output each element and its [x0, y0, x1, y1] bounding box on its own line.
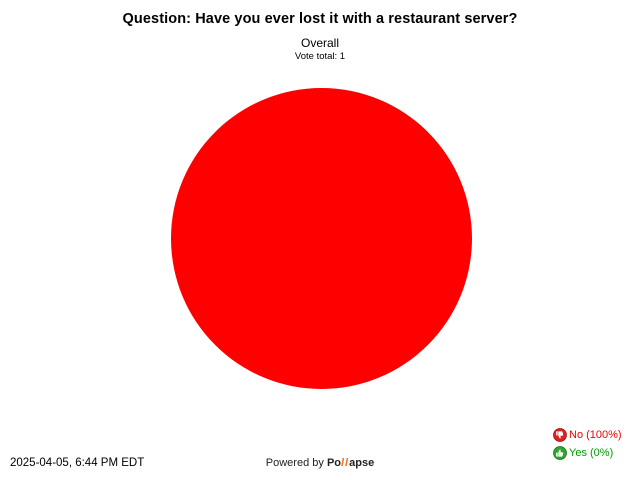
legend-label-no: No (100%): [569, 429, 622, 441]
chart-title: Question: Have you ever lost it with a r…: [122, 11, 518, 27]
legend-item-yes: Yes (0%): [553, 444, 622, 462]
pie-chart: [171, 88, 472, 389]
brand-logo-accent: ll: [341, 457, 350, 469]
powered-by: Powered by Pollapse: [0, 457, 640, 469]
brand-logo-start: Po: [326, 457, 341, 469]
vote-total-label: Vote total: 1: [294, 51, 346, 62]
powered-by-prefix: Powered by: [265, 457, 327, 469]
chart-legend: No (100%) Yes (0%): [553, 426, 622, 462]
legend-item-no: No (100%): [553, 426, 622, 444]
legend-label-yes: Yes (0%): [569, 447, 614, 459]
brand-logo-end: apse: [349, 457, 375, 469]
thumbs-down-icon: [553, 428, 567, 442]
chart-subtitle: Overall: [300, 36, 339, 50]
thumbs-up-icon: [553, 446, 567, 460]
timestamp: 2025-04-05, 6:44 PM EDT: [10, 457, 145, 469]
